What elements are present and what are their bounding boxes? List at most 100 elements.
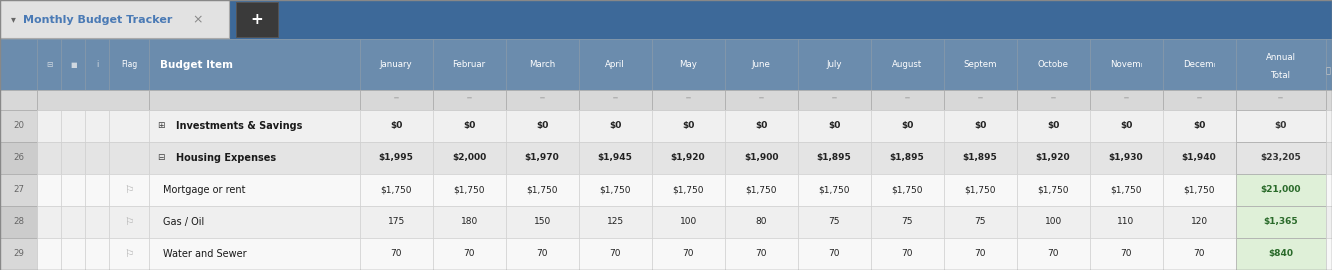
Bar — [61, 174, 85, 206]
Bar — [109, 142, 149, 174]
Text: 70: 70 — [974, 249, 986, 258]
Text: 70: 70 — [755, 249, 767, 258]
Bar — [506, 90, 578, 110]
Text: "": "" — [685, 97, 691, 102]
Bar — [798, 206, 871, 238]
Bar — [0, 174, 37, 206]
Bar — [578, 206, 651, 238]
Bar — [109, 238, 149, 270]
Bar — [109, 174, 149, 206]
Text: 70: 70 — [829, 249, 840, 258]
Bar — [1236, 174, 1327, 206]
Bar — [651, 110, 725, 142]
Text: Decemₗ: Decemₗ — [1183, 60, 1215, 69]
Bar — [943, 110, 1016, 142]
Bar — [433, 142, 506, 174]
Text: $1,930: $1,930 — [1108, 153, 1143, 162]
Text: Septem: Septem — [963, 60, 996, 69]
Bar — [506, 110, 578, 142]
Bar — [578, 110, 651, 142]
Bar — [943, 90, 1016, 110]
Text: $0: $0 — [755, 122, 767, 130]
Text: $1,895: $1,895 — [890, 153, 924, 162]
Bar — [1163, 39, 1236, 90]
Bar — [725, 238, 798, 270]
Text: Water and Sewer: Water and Sewer — [163, 249, 246, 259]
Text: $840: $840 — [1268, 249, 1293, 258]
Text: ×: × — [192, 13, 202, 26]
Bar — [651, 142, 725, 174]
Bar — [236, 2, 278, 37]
Bar — [871, 206, 943, 238]
Bar — [85, 238, 109, 270]
Bar — [651, 39, 725, 90]
Bar — [0, 39, 1332, 90]
Bar — [798, 110, 871, 142]
Text: 75: 75 — [829, 217, 840, 226]
Text: $0: $0 — [1120, 122, 1132, 130]
Bar — [798, 142, 871, 174]
Bar — [1327, 110, 1332, 142]
Text: Gas / Oil: Gas / Oil — [163, 217, 204, 227]
Text: $1,750: $1,750 — [818, 185, 850, 194]
Bar — [109, 206, 149, 238]
Text: $1,750: $1,750 — [381, 185, 412, 194]
Text: ⚐: ⚐ — [125, 185, 133, 195]
Bar — [0, 110, 1332, 142]
Bar — [1236, 110, 1327, 142]
Text: April: April — [605, 60, 625, 69]
Bar — [149, 142, 360, 174]
Bar — [506, 142, 578, 174]
Bar — [360, 238, 433, 270]
Text: 70: 70 — [902, 249, 912, 258]
Text: Annual: Annual — [1265, 53, 1296, 62]
Bar — [1016, 174, 1090, 206]
Bar — [360, 142, 433, 174]
Bar — [506, 238, 578, 270]
Text: Investments & Savings: Investments & Savings — [176, 121, 302, 131]
Text: Total: Total — [1271, 70, 1291, 80]
Text: Budget Item: Budget Item — [160, 60, 233, 70]
Text: 75: 75 — [902, 217, 912, 226]
Text: "": "" — [758, 97, 765, 102]
Bar — [578, 238, 651, 270]
Bar — [149, 39, 360, 90]
Bar — [1016, 142, 1090, 174]
Bar — [798, 90, 871, 110]
Bar — [433, 174, 506, 206]
Bar — [871, 174, 943, 206]
Bar — [578, 90, 651, 110]
Bar — [1016, 206, 1090, 238]
Bar — [149, 174, 360, 206]
Text: 70: 70 — [1047, 249, 1059, 258]
Text: "": "" — [393, 97, 400, 102]
Bar — [433, 110, 506, 142]
Text: $1,895: $1,895 — [963, 153, 998, 162]
Bar — [506, 174, 578, 206]
Text: "": "" — [1123, 97, 1130, 102]
Text: $1,920: $1,920 — [1036, 153, 1071, 162]
Bar — [85, 174, 109, 206]
Bar — [1327, 39, 1332, 90]
Text: ⚐: ⚐ — [125, 217, 133, 227]
Bar — [37, 238, 61, 270]
Text: 180: 180 — [461, 217, 478, 226]
Bar — [85, 142, 109, 174]
Bar — [0, 0, 229, 38]
Text: "": "" — [1050, 97, 1056, 102]
Text: "": "" — [539, 97, 545, 102]
Bar — [943, 39, 1016, 90]
Text: May: May — [679, 60, 697, 69]
Bar — [360, 110, 433, 142]
Text: 27: 27 — [13, 185, 24, 194]
Bar — [1016, 238, 1090, 270]
Bar — [433, 39, 506, 90]
Text: $1,750: $1,750 — [599, 185, 631, 194]
Bar — [433, 90, 506, 110]
Bar — [61, 206, 85, 238]
Text: $1,900: $1,900 — [743, 153, 778, 162]
Bar — [360, 206, 433, 238]
Text: 70: 70 — [682, 249, 694, 258]
Bar — [725, 142, 798, 174]
Bar — [651, 206, 725, 238]
